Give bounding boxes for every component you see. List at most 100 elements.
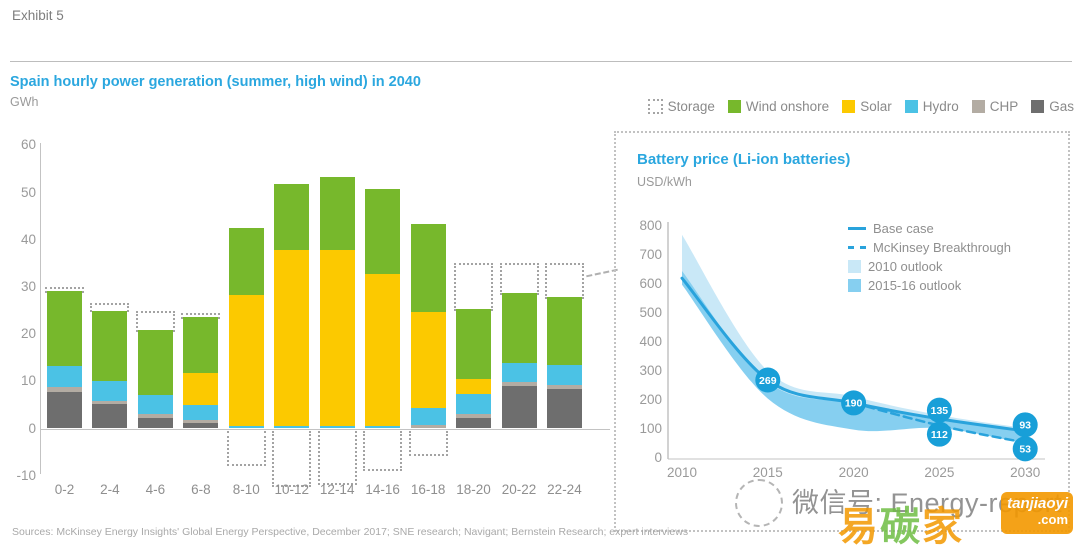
bar-segment-gas	[47, 391, 82, 429]
legend-item: McKinsey Breakthrough	[848, 238, 1011, 257]
legend-item: 2015-16 outlook	[848, 276, 1011, 295]
x-tick-label: 16-18	[410, 482, 446, 497]
legend-item: Base case	[848, 219, 1011, 238]
bar-segment-wind-onshore	[228, 228, 264, 296]
bar-segment-chp	[546, 384, 582, 389]
legend-label: Gas	[1049, 99, 1074, 114]
x-tick-label: 6-8	[191, 482, 211, 497]
legend-label: Storage	[667, 99, 715, 114]
bar-segment-wind-onshore	[319, 177, 355, 250]
bar-segment-hydro	[228, 425, 264, 429]
legend-item: Solar	[842, 99, 892, 114]
bar-segment-gas	[501, 386, 537, 429]
y-axis-line	[40, 143, 41, 474]
x-tick-label: 18-20	[456, 482, 491, 497]
storage-dotted-box	[454, 263, 494, 311]
x-tick-label: 2-4	[100, 482, 120, 497]
x-tick-label: 4-6	[145, 482, 166, 497]
brand-site: tanjiaoyi	[1007, 495, 1068, 512]
legend-label: CHP	[989, 99, 1019, 114]
bar-segment-chp	[183, 420, 219, 424]
legend-item: Hydro	[904, 99, 959, 114]
bar-segment-gas	[456, 417, 492, 429]
2010-outlook-swatch-icon	[848, 260, 861, 273]
bar-segment-hydro	[274, 425, 310, 429]
battery-chart-title: Battery price (Li-ion batteries)	[637, 151, 851, 168]
x-tick-label: 20-22	[501, 482, 537, 497]
bar-segment-wind-onshore	[365, 188, 401, 275]
storage-dotted-box	[544, 263, 584, 300]
bar-segment-wind-onshore	[501, 292, 537, 363]
bar-segment-wind-onshore	[47, 290, 82, 366]
bar-segment-hydro	[319, 425, 355, 429]
legend-label: 2010 outlook	[868, 259, 943, 274]
bar-segment-hydro	[47, 365, 82, 388]
legend-label: Wind onshore	[745, 99, 830, 114]
brand-tld: .com	[1037, 512, 1068, 527]
y-tick-label: 10	[20, 373, 36, 389]
bar-segment-wind-onshore	[410, 223, 446, 312]
brand-char: 易	[838, 505, 880, 548]
x-axis-baseline	[40, 428, 610, 430]
bar-segment-hydro	[456, 394, 492, 414]
bar-segment-wind-onshore	[274, 184, 310, 250]
battery-chart-unit: USD/kWh	[637, 175, 692, 189]
storage-dotted-box	[90, 303, 130, 313]
bar-segment-solar	[228, 295, 264, 426]
wind-onshore-swatch-icon	[727, 100, 741, 113]
legend-item: Gas	[1031, 99, 1074, 114]
bar-segment-hydro	[92, 381, 128, 401]
bar-segment-gas	[546, 388, 582, 429]
battery-panel-border	[614, 131, 1070, 532]
brand-watermark: 易碳家	[838, 494, 964, 548]
hydro-swatch-icon	[904, 100, 918, 113]
bar-segment-wind-onshore	[92, 310, 128, 382]
mckinsey-breakthrough-swatch-icon	[848, 246, 866, 249]
storage-dotted-box	[272, 430, 312, 488]
y-tick-label: 50	[20, 184, 36, 200]
y-tick-label: 30	[20, 278, 36, 294]
header-divider	[10, 61, 1072, 62]
y-tick-label: 40	[20, 231, 36, 247]
storage-dotted-box	[45, 286, 84, 293]
storage-dotted-box	[135, 310, 175, 333]
generation-chart: 60 50 40 30 20 10 0 -10 0-2 2-4 4-6 6-8 8-10 10-12 12-…	[16, 137, 610, 497]
generation-chart-title: Spain hourly power generation (summer, h…	[10, 74, 421, 90]
legend-label: Solar	[860, 99, 892, 114]
x-tick-label: 0-2	[54, 482, 75, 497]
brand-site-badge: tanjiaoyi .com	[1001, 492, 1073, 534]
x-tick-label: 10-12	[274, 482, 310, 497]
gas-swatch-icon	[1031, 100, 1045, 113]
bar-segment-hydro	[365, 425, 401, 429]
x-tick-label: 8-10	[232, 482, 260, 497]
legend-item: 2010 outlook	[848, 257, 1011, 276]
storage-dotted-box	[181, 312, 221, 319]
legend-label: Base case	[873, 221, 934, 236]
storage-dotted-box	[499, 263, 539, 295]
generation-chart-unit: GWh	[10, 95, 39, 109]
legend-label: McKinsey Breakthrough	[873, 240, 1012, 255]
legend-item: CHP	[971, 99, 1019, 114]
bar-segment-hydro	[410, 407, 446, 425]
bar-segment-solar	[319, 249, 355, 426]
storage-dotted-box	[363, 430, 403, 471]
bar-segment-gas	[183, 423, 219, 429]
battery-legend: Base case McKinsey Breakthrough 2010 outlo…	[848, 219, 1011, 295]
storage-dotted-box	[226, 430, 266, 466]
y-tick-label: 60	[20, 137, 36, 153]
bar-segment-chp	[410, 424, 446, 429]
legend-label: 2015-16 outlook	[868, 278, 962, 293]
storage-swatch-icon	[647, 99, 663, 114]
bar-segment-wind-onshore	[456, 308, 492, 379]
storage-dotted-box	[408, 430, 448, 457]
wechat-logo-icon	[735, 479, 783, 527]
bar-segment-chp	[456, 413, 492, 418]
bar-segment-gas	[92, 404, 128, 429]
bar-segment-chp	[92, 400, 128, 405]
exhibit-label: Exhibit 5	[12, 8, 64, 23]
legend-item: Wind onshore	[727, 99, 830, 114]
bar-segment-gas	[137, 418, 173, 429]
bar-segment-hydro	[137, 394, 173, 415]
legend-item: Storage	[647, 99, 715, 114]
bar-segment-solar	[410, 311, 446, 408]
